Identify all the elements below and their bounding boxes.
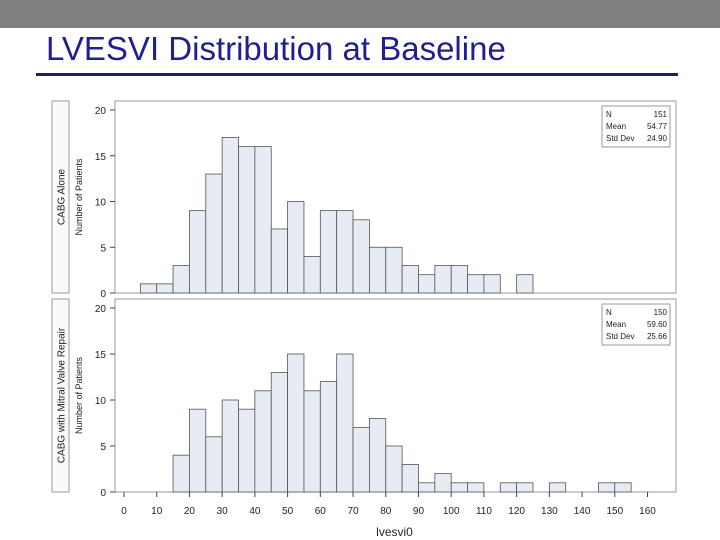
panel2-bar [238,408,256,493]
panel2-stats-value: 25.66 [647,332,668,341]
x-axis-label: lvesvi0 [376,525,413,539]
panel1-bar [303,255,321,294]
panel1-bar [254,146,272,294]
panel2-bar [548,482,567,493]
panel2-bar [450,482,468,493]
x-tick-label: 70 [347,506,359,517]
panel1-stats-value: 151 [654,110,668,119]
panel2-bar [287,353,305,493]
panel2-bar [205,436,223,493]
x-tick-label: 150 [606,506,623,517]
panel1-bar [516,274,534,294]
panel1-bar [238,146,256,294]
panel2-y-tick-label: 15 [95,350,107,361]
panel2-bar [221,399,239,493]
panel2-bar [270,371,288,493]
panel2-y-tick-label: 0 [100,488,106,499]
panel1-bar [172,265,190,294]
panel2-bar [516,482,534,493]
panel1-bar [336,210,354,294]
panel1-bar [139,283,158,294]
panel1-y-axis-label: Number of Patients [74,158,84,236]
x-tick-label: 140 [574,506,591,517]
x-tick-label: 20 [184,506,196,517]
panel2-bar [189,408,207,493]
panel2-bar [598,482,616,493]
panel1-stats-label: Mean [606,122,626,131]
panel2-bar [368,417,387,493]
panel1-bar [156,283,174,294]
panel1-stats-value: 54.77 [647,122,668,131]
panel1-bar [189,210,207,294]
panel1-bar [418,274,436,294]
panel2-y-tick-label: 10 [95,396,107,407]
panel1-bar [205,173,223,294]
panel1-y-tick-label: 20 [95,106,107,117]
panel2-bar [336,353,354,493]
panel2-bar [385,445,403,493]
panel1-bar [352,219,370,294]
panel1-stats-label: N [606,110,612,119]
panel2-bar [319,381,338,493]
panel2-bar [614,482,632,493]
x-tick-label: 120 [508,506,525,517]
panel1-bar [287,201,305,294]
panel1-y-tick-label: 5 [100,243,106,254]
panel2-stats-label: Mean [606,320,626,329]
panel2-bar [418,482,436,493]
panel1-bar [385,246,403,294]
title-rule [36,73,678,76]
panel1-label-strip [51,100,70,294]
panel1-bar [221,137,239,294]
x-tick-label: 10 [151,506,163,517]
x-tick-label: 50 [282,506,294,517]
x-tick-label: 30 [217,506,229,517]
panel2-stats-label: N [606,308,612,317]
panel2-y-tick-label: 5 [100,442,106,453]
x-tick-label: 0 [121,506,127,517]
panel1-y-tick-label: 0 [100,289,106,300]
x-tick-label: 130 [541,506,558,517]
x-tick-label: 60 [315,506,327,517]
x-tick-label: 90 [413,506,425,517]
panel1-y-tick-label: 10 [95,198,107,209]
panel2-stats-box [601,303,671,346]
panel2-bar [401,463,419,493]
x-tick-label: 160 [639,506,656,517]
panel2-label-strip [51,298,70,493]
panel2-y-tick-label: 20 [95,304,107,315]
panel2-bar [352,427,370,493]
panel2-bar [499,482,518,493]
panel2-y-axis-label: Number of Patients [74,356,84,434]
panel2-row-label: CABG with Mitral Valve Repair [57,327,68,463]
panel1-bar [319,210,338,294]
top-bar [0,0,720,28]
panel1-bar [483,274,501,294]
x-tick-label: 100 [443,506,460,517]
panel1-bar [270,228,288,294]
panel1-row-label: CABG Alone [57,168,68,225]
panel2-stats-value: 150 [654,308,668,317]
panel1-bar [434,265,452,294]
x-tick-label: 40 [249,506,261,517]
panel1-bar [450,265,468,294]
slide-title: LVESVI Distribution at Baseline [46,30,506,67]
panel2-bar [172,454,190,493]
panel1-y-tick-label: 15 [95,152,107,163]
panel2-bar [254,390,272,493]
x-tick-label: 80 [380,506,392,517]
panel2-stats-label: Std Dev [606,332,634,341]
panel2-stats-value: 59.60 [647,320,668,329]
panel1-stats-box [601,105,671,148]
panel1-bar [368,246,387,294]
panel2-bar [467,482,485,493]
panel2-bar [434,473,452,493]
panel1-stats-label: Std Dev [606,134,634,143]
panel1-bar [401,265,419,294]
panel1-bar [467,274,485,294]
panel2-bar [303,390,321,493]
panel1-stats-value: 24.90 [647,134,668,143]
x-tick-label: 110 [476,506,492,517]
